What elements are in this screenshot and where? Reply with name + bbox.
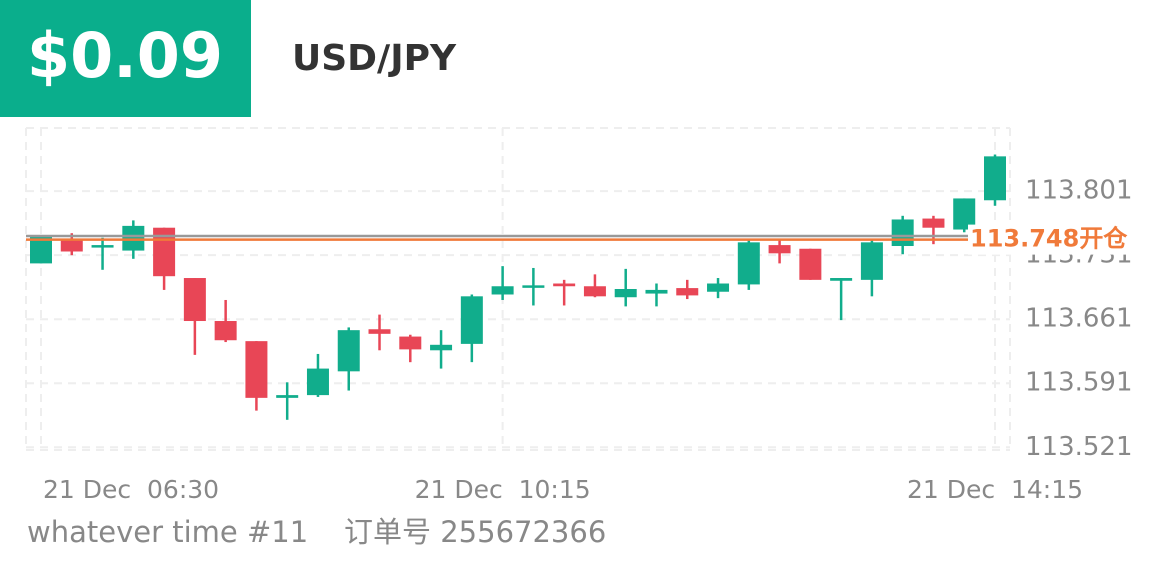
- x-tick-label: 21 Dec 10:15: [415, 475, 591, 504]
- candle-body: [399, 336, 422, 350]
- candle-body: [491, 286, 514, 295]
- candle-body: [522, 285, 545, 288]
- candle-body: [91, 245, 114, 248]
- candle-body: [337, 330, 360, 372]
- candle-body: [676, 288, 699, 296]
- candle-body: [799, 248, 822, 280]
- candle-body: [122, 225, 145, 251]
- candle-body: [368, 329, 391, 334]
- candle-body: [860, 242, 883, 280]
- y-tick-label: 113.591: [1025, 368, 1133, 398]
- x-tick-label: 21 Dec 06:30: [43, 475, 219, 504]
- candle-body: [553, 283, 576, 287]
- footer-right: 订单号 255672366: [344, 515, 606, 549]
- price-badge: [0, 0, 251, 117]
- price: $0.09: [27, 19, 223, 92]
- footer-left: whatever time #11: [27, 515, 308, 549]
- candle-body: [245, 341, 268, 398]
- candle-body: [583, 286, 606, 297]
- open-label: 113.748开仓: [970, 225, 1128, 253]
- candle-body: [276, 395, 299, 398]
- candle-body: [737, 242, 760, 285]
- candle-body: [830, 278, 853, 281]
- candle-body: [891, 219, 914, 247]
- candle-body: [953, 198, 976, 230]
- candle-body: [614, 289, 637, 298]
- candle-body: [30, 236, 52, 264]
- candle-body: [60, 240, 83, 252]
- y-tick-label: 113.521: [1025, 432, 1133, 462]
- pair: USD/JPY: [292, 38, 457, 79]
- candle-body: [768, 245, 791, 254]
- candle-body: [645, 289, 668, 294]
- candle-body: [306, 368, 329, 396]
- y-tick-label: 113.661: [1025, 304, 1133, 334]
- candle-body: [183, 278, 206, 322]
- y-tick-label: 113.801: [1025, 176, 1133, 206]
- candle-body: [430, 344, 453, 351]
- candle-body: [460, 296, 483, 344]
- candle-body: [707, 283, 730, 292]
- candle-body: [984, 156, 1006, 201]
- open-label-bg: [968, 224, 1128, 255]
- x-tick-label: 21 Dec 14:15: [907, 475, 1083, 504]
- candle-body: [922, 218, 945, 228]
- candle-body: [214, 321, 237, 341]
